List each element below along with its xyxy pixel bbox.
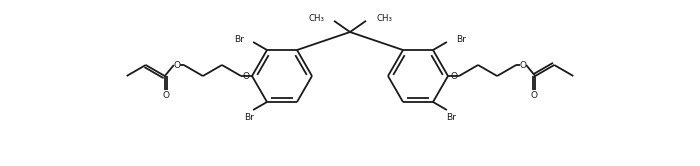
Text: Br: Br bbox=[446, 114, 456, 123]
Text: Br: Br bbox=[456, 35, 466, 43]
Text: O: O bbox=[162, 90, 169, 99]
Text: O: O bbox=[174, 60, 181, 70]
Text: CH₃: CH₃ bbox=[308, 14, 324, 23]
Text: O: O bbox=[531, 90, 538, 99]
Text: O: O bbox=[242, 72, 249, 81]
Text: CH₃: CH₃ bbox=[376, 14, 392, 23]
Text: O: O bbox=[451, 72, 458, 81]
Text: O: O bbox=[519, 60, 526, 70]
Text: Br: Br bbox=[244, 114, 254, 123]
Text: Br: Br bbox=[234, 35, 244, 43]
